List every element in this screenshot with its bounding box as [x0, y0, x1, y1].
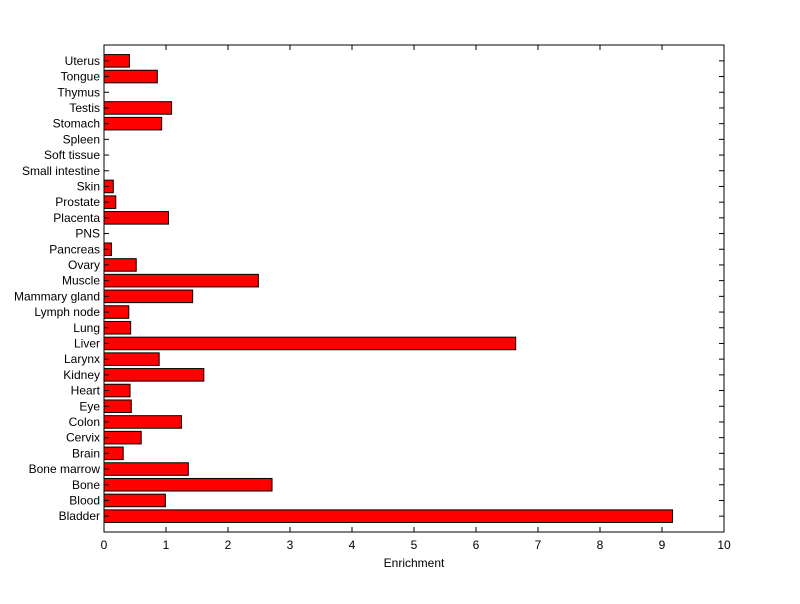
y-tick-label: Prostate — [55, 195, 100, 209]
bar — [103, 101, 173, 115]
y-tick-label: Ovary — [68, 258, 100, 272]
y-tick-label: Lung — [73, 321, 100, 335]
y-tick-label: Mammary gland — [14, 289, 100, 303]
x-tick-label: 2 — [225, 538, 232, 552]
bar — [103, 430, 142, 445]
bar — [103, 462, 189, 476]
bar — [103, 273, 259, 288]
y-tick-label: Bone marrow — [29, 462, 101, 476]
bar — [103, 368, 205, 382]
bar — [103, 336, 517, 351]
y-tick-label: Skin — [77, 179, 100, 193]
y-tick-label: Small intestine — [22, 164, 100, 178]
x-tick-label: 1 — [163, 538, 170, 552]
y-tick-label: Heart — [71, 384, 101, 398]
y-tick-label: Larynx — [64, 352, 100, 366]
plot-area — [104, 45, 724, 532]
y-tick-label: Lymph node — [34, 305, 100, 319]
bar — [103, 116, 163, 131]
y-tick-label: Liver — [74, 336, 100, 350]
y-tick-label: Stomach — [53, 117, 100, 131]
y-tick-label: Uterus — [65, 54, 100, 68]
y-tick-label: Bladder — [59, 509, 100, 523]
y-tick-label: Testis — [69, 101, 100, 115]
y-tick-label: Eye — [79, 399, 100, 413]
x-axis-label: Enrichment — [384, 556, 445, 570]
bar — [103, 69, 158, 84]
bar — [103, 352, 160, 366]
x-tick-label: 8 — [597, 538, 604, 552]
bar — [103, 415, 182, 429]
y-tick-label: PNS — [75, 227, 100, 241]
y-tick-label: Muscle — [62, 274, 100, 288]
x-tick-label: 10 — [717, 538, 731, 552]
y-tick-label: Spleen — [63, 132, 100, 146]
y-tick-label: Colon — [69, 415, 100, 429]
x-tick-label: 6 — [473, 538, 480, 552]
y-tick-label: Placenta — [53, 211, 100, 225]
y-tick-label: Kidney — [63, 368, 100, 382]
x-tick-label: 0 — [101, 538, 108, 552]
bar — [103, 477, 273, 492]
bar — [103, 211, 169, 225]
y-tick-label: Blood — [69, 493, 100, 507]
y-tick-label: Bone — [72, 478, 100, 492]
y-tick-label: Brain — [72, 446, 100, 460]
bar — [103, 493, 166, 508]
bar — [103, 509, 674, 523]
x-tick-label: 7 — [535, 538, 542, 552]
y-tick-label: Thymus — [57, 85, 100, 99]
y-tick-label: Soft tissue — [44, 148, 100, 162]
x-tick-label: 5 — [411, 538, 418, 552]
x-tick-label: 4 — [349, 538, 356, 552]
bar — [103, 289, 194, 304]
y-tick-label: Tongue — [61, 70, 101, 84]
y-tick-label: Pancreas — [49, 242, 100, 256]
x-tick-label: 3 — [287, 538, 294, 552]
plot-frame — [103, 44, 725, 533]
x-tick-label: 9 — [659, 538, 666, 552]
y-tick-label: Cervix — [66, 431, 100, 445]
